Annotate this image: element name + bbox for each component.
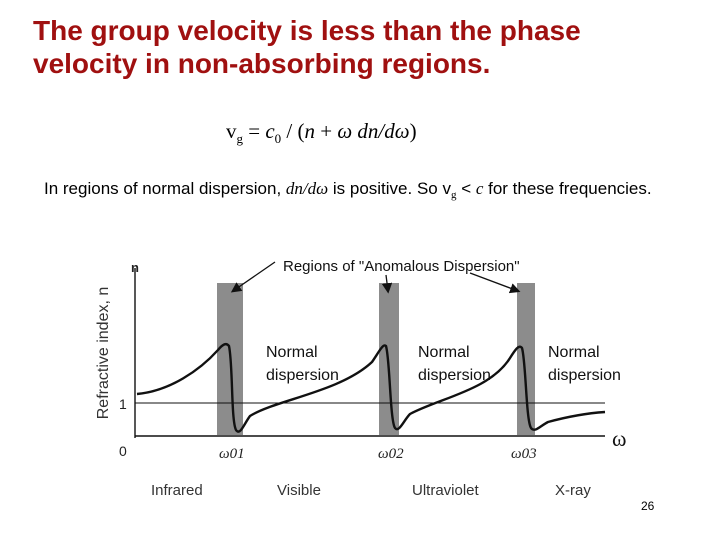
- normal-dispersion-paragraph: In regions of normal dispersion, dn/dω i…: [44, 178, 684, 206]
- eq-plus: +: [315, 119, 338, 143]
- y-axis-label: Refractive index, n: [95, 287, 112, 420]
- arrow-band-1: [230, 261, 276, 293]
- omega-02-label: ω02: [378, 446, 404, 462]
- refractive-index-curve: [136, 342, 606, 433]
- slide-title: The group velocity is less than the phas…: [33, 14, 693, 80]
- region-xray: X-ray: [555, 482, 591, 499]
- slide-number: 26: [641, 499, 655, 513]
- eq-n: n: [304, 119, 316, 143]
- eq-g: g: [236, 131, 244, 146]
- eq-close: ): [409, 119, 417, 143]
- omega-03-label: ω03: [511, 446, 537, 462]
- eq-v: v: [226, 119, 237, 143]
- normal-label-2-line2: dispersion: [418, 367, 491, 384]
- omega-axis-label: ω: [612, 426, 626, 451]
- para-c: c: [475, 179, 484, 198]
- slide-title-line2: velocity in non-absorbing regions.: [33, 48, 491, 79]
- y-axis-symbol: n: [131, 260, 139, 275]
- normal-label-1-line1: Normal: [266, 344, 318, 361]
- anomalous-band-3: [517, 283, 535, 435]
- normal-label-1-line2: dispersion: [266, 367, 339, 384]
- eq-open: / (: [281, 119, 305, 143]
- arrow-band-3: [469, 272, 521, 294]
- anomalous-dispersion-label: Regions of "Anomalous Dispersion": [283, 258, 520, 275]
- eq-omega2: ω: [394, 119, 410, 143]
- arrow-band-2: [381, 274, 393, 294]
- region-ultraviolet: Ultraviolet: [412, 482, 480, 499]
- region-infrared: Infrared: [151, 482, 203, 499]
- tick-zero: 0: [119, 443, 127, 459]
- para-part3: <: [456, 179, 476, 198]
- normal-label-3-line2: dispersion: [548, 367, 621, 384]
- eq-dn: dn/d: [352, 119, 395, 143]
- tick-one: 1: [119, 396, 127, 412]
- normal-label-2-line1: Normal: [418, 344, 470, 361]
- eq-omega: ω: [337, 119, 353, 143]
- eq-zero: 0: [274, 131, 282, 146]
- para-part1: In regions of normal dispersion,: [44, 179, 286, 198]
- eq-c: c: [265, 119, 275, 143]
- normal-label-3-line1: Normal: [548, 344, 600, 361]
- para-deriv: dn/dω: [285, 179, 329, 198]
- para-sub-g: g: [450, 189, 457, 201]
- para-part4: for these frequencies.: [483, 179, 652, 198]
- eq-equals: =: [243, 119, 266, 143]
- region-visible: Visible: [277, 482, 321, 499]
- omega-01-label: ω01: [219, 446, 245, 462]
- para-part2: is positive. So v: [328, 179, 451, 198]
- group-velocity-equation: vg = c0 / (n + ω dn/dω): [226, 119, 417, 147]
- slide-title-line1: The group velocity is less than the phas…: [33, 15, 581, 46]
